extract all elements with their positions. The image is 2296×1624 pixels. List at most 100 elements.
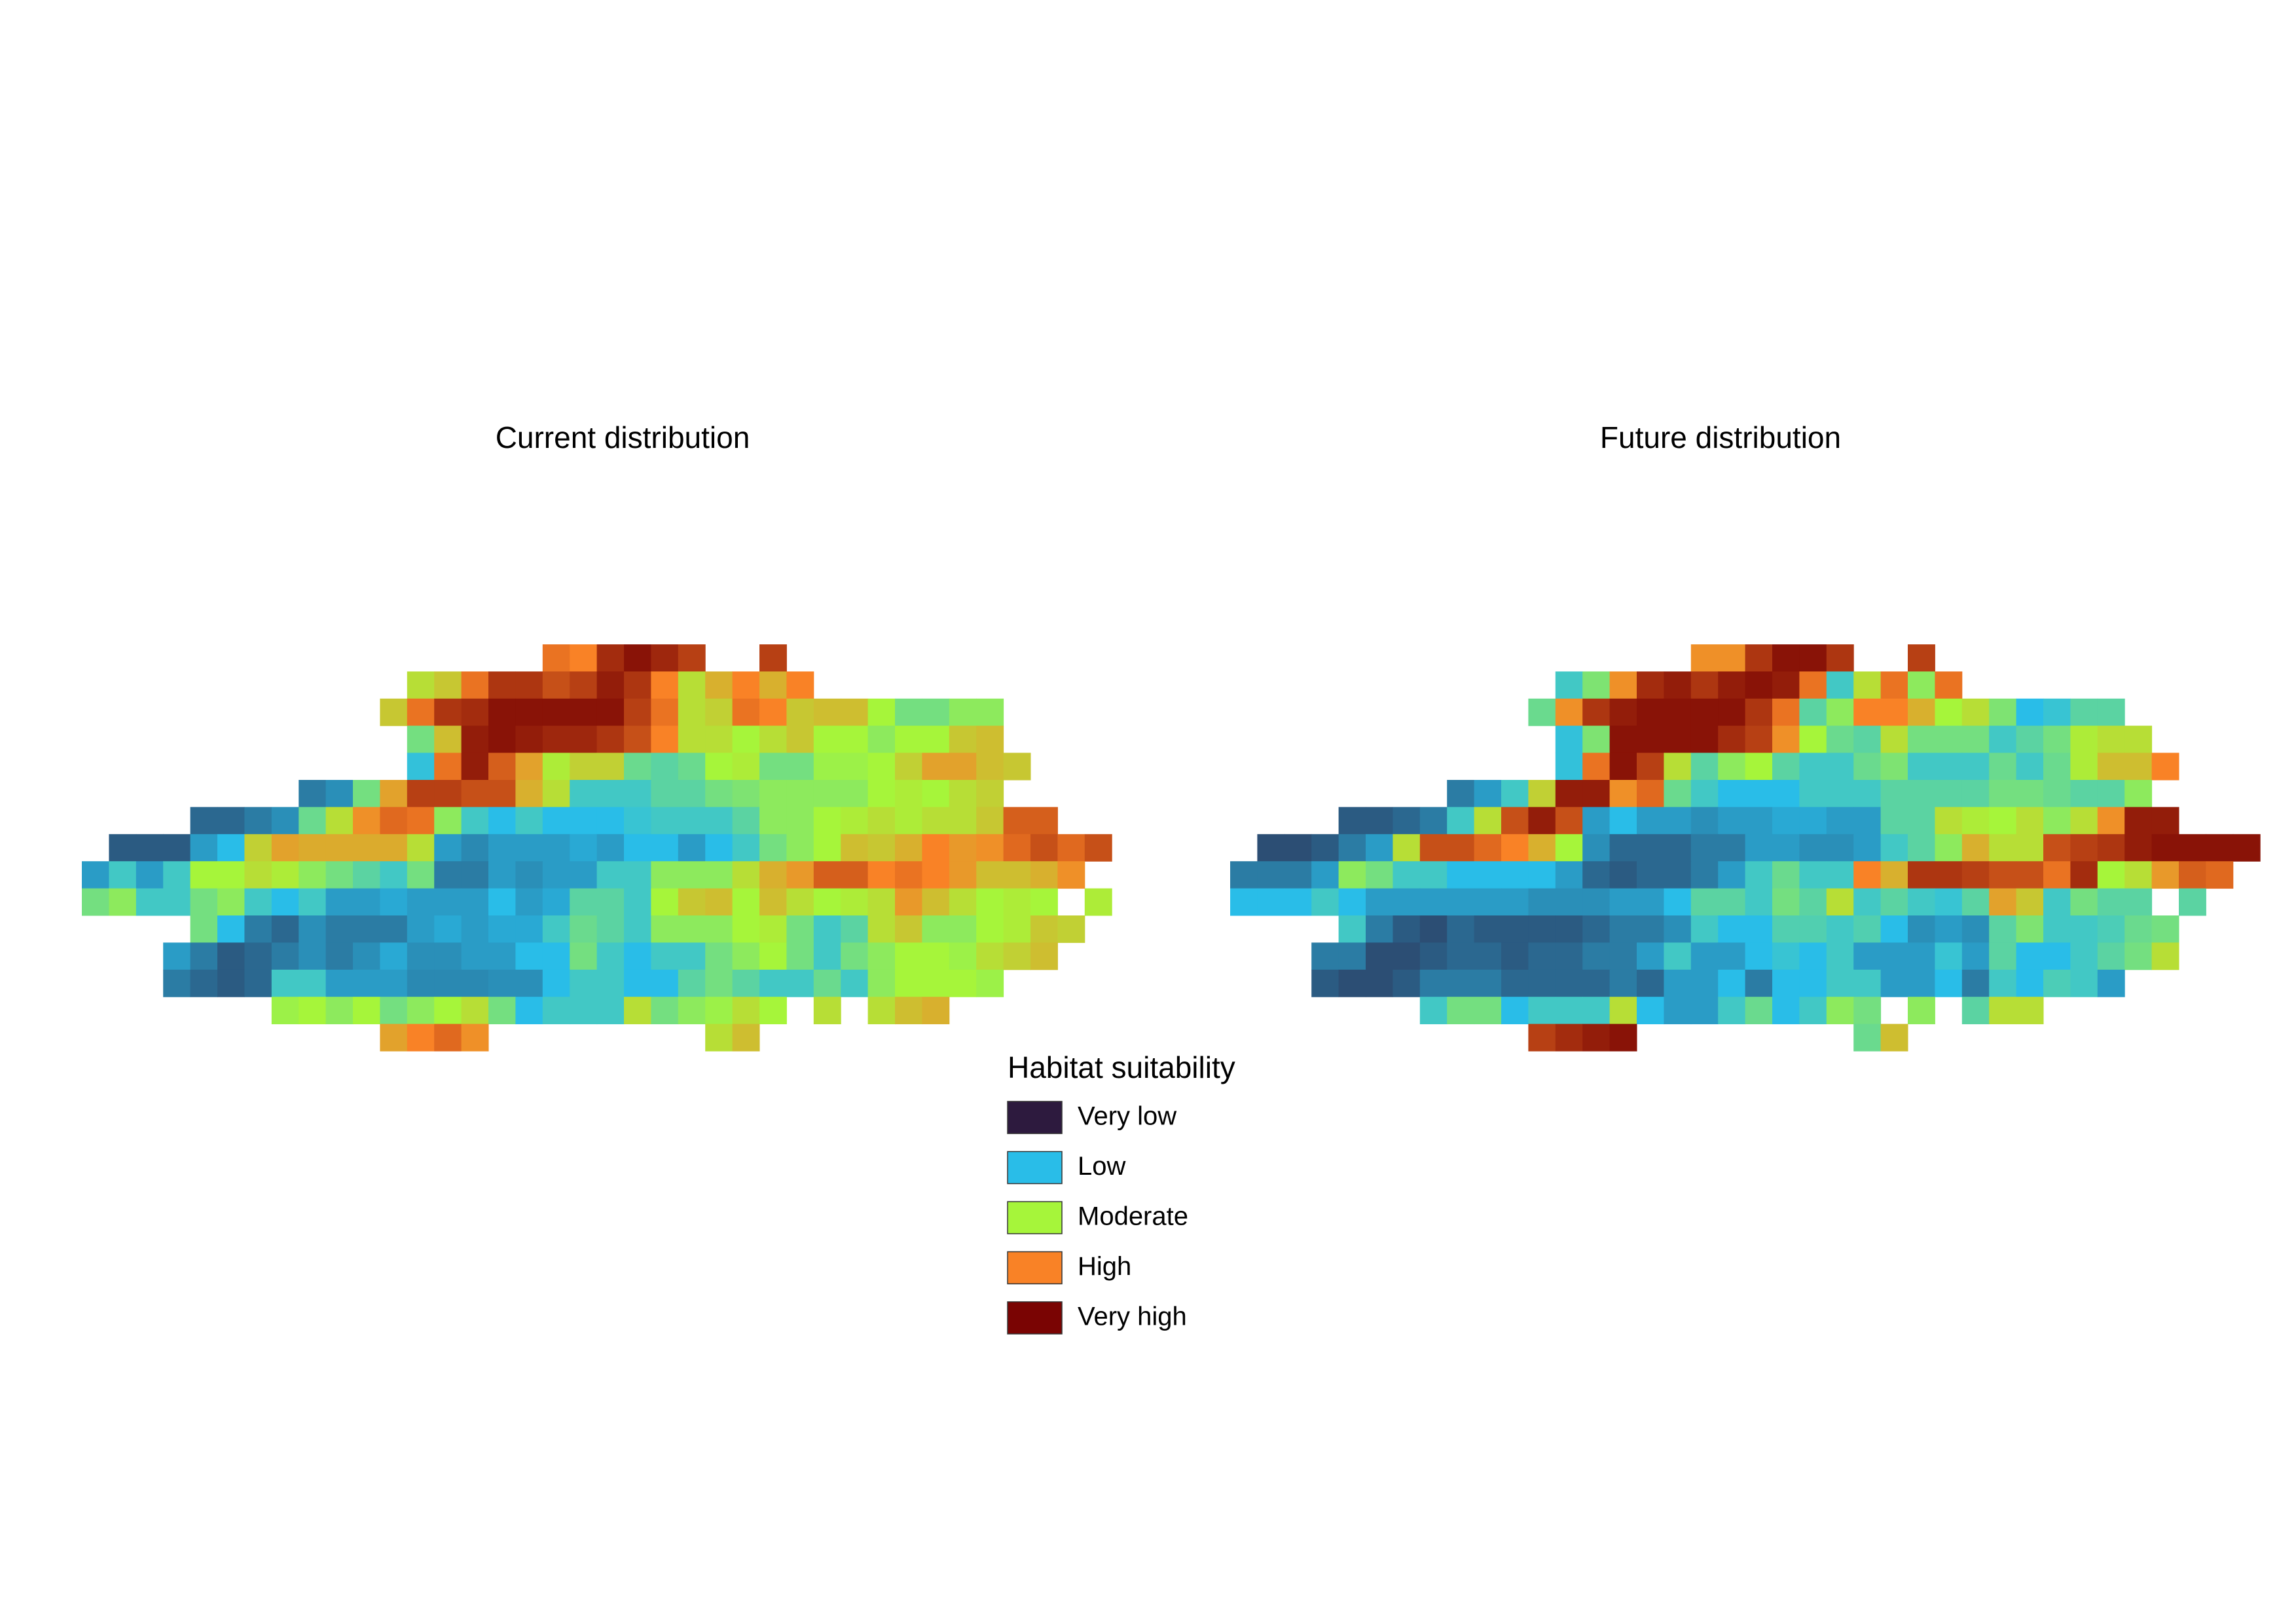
map-cell xyxy=(461,671,489,699)
map-cell xyxy=(1908,671,1935,699)
map-cell xyxy=(759,752,787,781)
map-cell xyxy=(1030,861,1058,889)
map-cell xyxy=(895,834,922,862)
map-cell xyxy=(1853,997,1882,1025)
map-cell xyxy=(1690,997,1719,1025)
map-cell xyxy=(976,969,1004,997)
map-cell xyxy=(1555,834,1583,862)
map-cell xyxy=(1637,969,1664,997)
map-cell xyxy=(624,698,651,726)
map-cell xyxy=(624,997,651,1025)
legend-swatch xyxy=(1007,1151,1063,1185)
map-cell xyxy=(1745,861,1773,889)
map-cell xyxy=(1961,861,1990,889)
map-cell xyxy=(1338,834,1366,862)
map-cell xyxy=(1745,888,1773,916)
map-cell xyxy=(949,834,977,862)
map-cell xyxy=(786,969,814,997)
map-cell xyxy=(759,861,787,889)
map-cell xyxy=(732,915,760,943)
map-cell xyxy=(976,807,1004,835)
map-cell xyxy=(542,807,570,835)
map-cell xyxy=(542,969,570,997)
map-cell xyxy=(515,807,543,835)
map-cell xyxy=(1799,861,1827,889)
map-cell xyxy=(759,969,787,997)
map-cell xyxy=(1609,942,1637,970)
map-cell xyxy=(488,780,516,807)
map-cell xyxy=(1880,698,1908,726)
map-cell xyxy=(190,942,218,970)
map-cell xyxy=(705,915,733,943)
map-cell xyxy=(922,942,950,970)
map-cell xyxy=(651,915,679,943)
map-cell xyxy=(488,671,516,699)
map-cell xyxy=(1908,834,1935,862)
map-cell xyxy=(841,726,869,754)
map-cell xyxy=(1880,726,1908,754)
map-cell xyxy=(1528,807,1556,835)
map-cell xyxy=(596,671,625,699)
map-cell xyxy=(217,942,245,970)
map-cell xyxy=(1501,942,1529,970)
map-cell xyxy=(786,834,814,862)
map-cell xyxy=(949,888,977,916)
map-cell xyxy=(1030,915,1058,943)
map-cell xyxy=(624,644,651,672)
map-cell xyxy=(1880,807,1908,835)
map-cell xyxy=(407,671,435,699)
map-cell xyxy=(461,807,489,835)
map-cell xyxy=(1961,807,1990,835)
map-cell xyxy=(596,780,625,807)
map-cell xyxy=(1338,969,1366,997)
map-cell xyxy=(515,780,543,807)
map-cell xyxy=(651,997,679,1025)
map-cell xyxy=(1637,915,1664,943)
map-cell xyxy=(1609,780,1637,807)
map-cell xyxy=(867,726,896,754)
map-cell xyxy=(2070,888,2098,916)
map-cell xyxy=(786,888,814,916)
map-cell xyxy=(1989,942,2017,970)
map-cell xyxy=(1799,698,1827,726)
map-cell xyxy=(1690,861,1719,889)
map-cell xyxy=(949,915,977,943)
map-cell xyxy=(1880,888,1908,916)
map-cell xyxy=(1528,997,1556,1025)
map-cell xyxy=(732,780,760,807)
map-cell xyxy=(1880,780,1908,807)
map-cell xyxy=(1690,752,1719,781)
map-cell xyxy=(380,861,408,889)
map-cell xyxy=(1664,942,1692,970)
map-cell xyxy=(1338,915,1366,943)
map-cell xyxy=(461,942,489,970)
map-cell xyxy=(1582,780,1611,807)
map-cell xyxy=(895,698,922,726)
map-cell xyxy=(596,698,625,726)
map-cell xyxy=(1745,671,1773,699)
map-cell xyxy=(2043,861,2071,889)
map-cell xyxy=(434,726,462,754)
map-cell xyxy=(678,726,706,754)
map-cell xyxy=(1501,861,1529,889)
map-cell xyxy=(380,834,408,862)
map-cell xyxy=(1555,888,1583,916)
map-cell xyxy=(244,861,272,889)
map-cell xyxy=(1366,915,1393,943)
map-cell xyxy=(705,942,733,970)
map-cell xyxy=(2043,915,2071,943)
map-cell xyxy=(434,807,462,835)
map-cell xyxy=(922,888,950,916)
map-cell xyxy=(1745,807,1773,835)
map-cell xyxy=(1582,942,1611,970)
map-cell xyxy=(922,969,950,997)
map-cell xyxy=(1501,915,1529,943)
map-cell xyxy=(949,780,977,807)
map-cell xyxy=(1935,942,1963,970)
map-cell xyxy=(1961,834,1990,862)
map-cell xyxy=(1718,915,1746,943)
map-cell xyxy=(1690,726,1719,754)
map-cell xyxy=(1690,915,1719,943)
map-cell xyxy=(732,997,760,1025)
map-cell xyxy=(1003,861,1031,889)
